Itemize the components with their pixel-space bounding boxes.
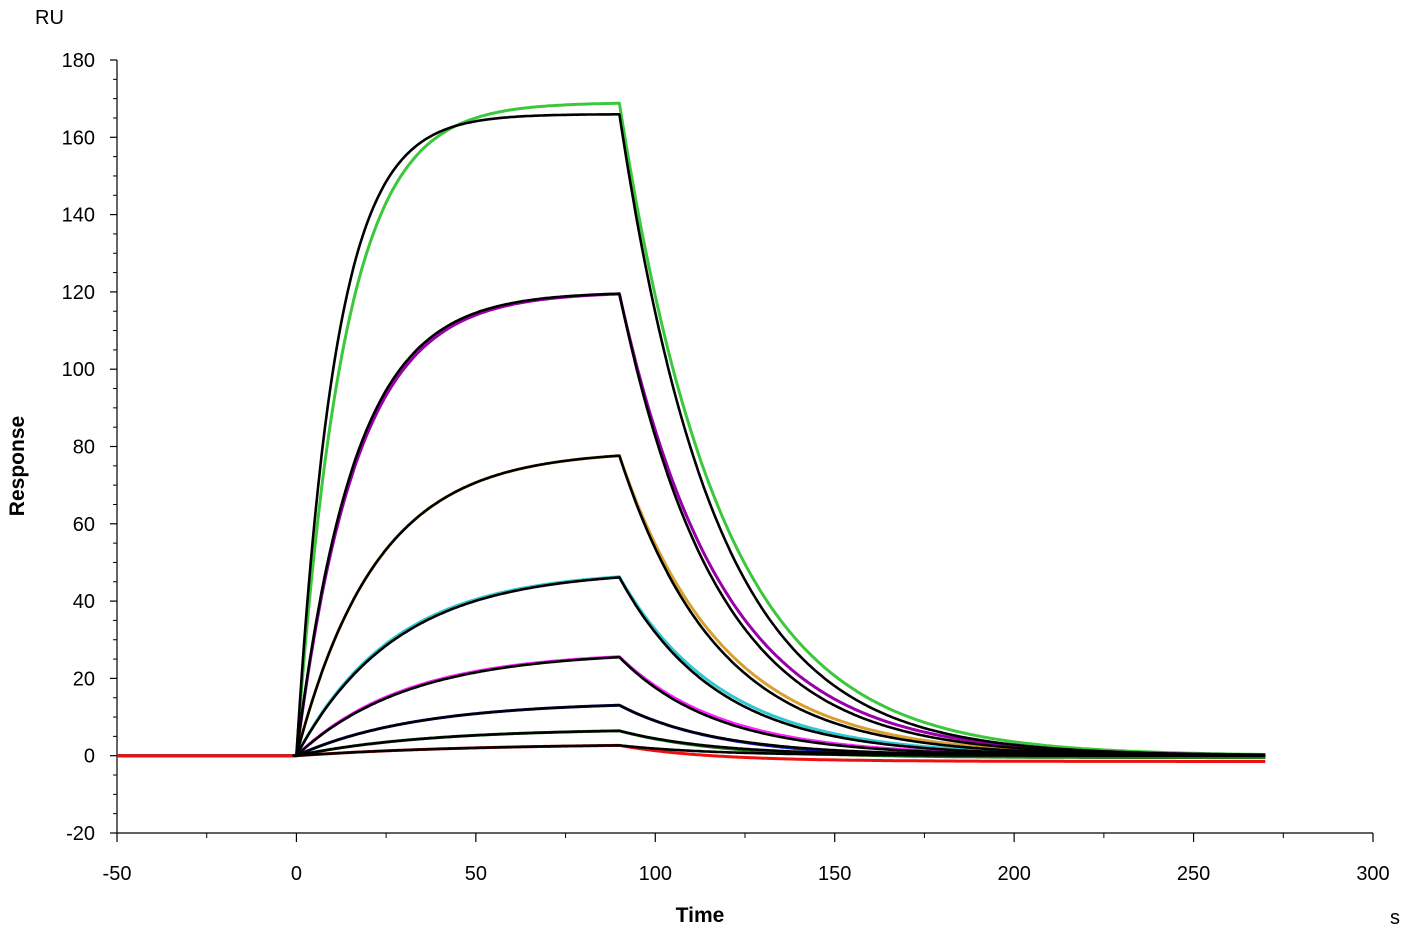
fit-curve [292,454,1266,758]
x-tick-label: 300 [1356,863,1389,885]
y-tick-label: 60 [73,514,95,536]
y-unit-label: RU [35,7,64,29]
measured-curve [117,292,1266,758]
y-tick-label: 0 [84,746,95,768]
y-tick-label: 180 [62,50,95,72]
x-axis-title: Time [676,904,725,927]
x-ticks: -50 0 50 100 150 200 250 300 [103,833,1390,885]
x-tick-label: 0 [291,863,302,885]
x-tick-label: 150 [818,863,851,885]
x-tick-label: 100 [639,863,672,885]
y-ticks: -20 0 20 40 60 80 100 120 140 160 180 [62,50,117,845]
y-tick-label: 100 [62,359,95,381]
y-tick-label: 20 [73,668,95,690]
fit-curve [292,655,1266,758]
x-tick-label: 250 [1177,863,1210,885]
measured-curve [117,101,1266,758]
y-tick-label: -20 [66,823,95,845]
fit-curve [292,744,1266,758]
x-tick-label: 50 [465,863,487,885]
y-tick-label: 140 [62,205,95,227]
x-unit-label: s [1390,907,1400,929]
y-axis-title: Response [6,416,29,516]
y-tick-label: 80 [73,437,95,459]
fit-curve [292,292,1266,758]
measured-curve [117,575,1266,758]
y-tick-label: 120 [62,282,95,304]
measured-curve [117,454,1266,758]
series-layer [117,101,1266,763]
x-tick-label: -50 [103,863,132,885]
y-tick-label: 160 [62,127,95,149]
y-tick-label: 40 [73,591,95,613]
x-tick-label: 200 [997,863,1030,885]
axes [116,60,1373,834]
